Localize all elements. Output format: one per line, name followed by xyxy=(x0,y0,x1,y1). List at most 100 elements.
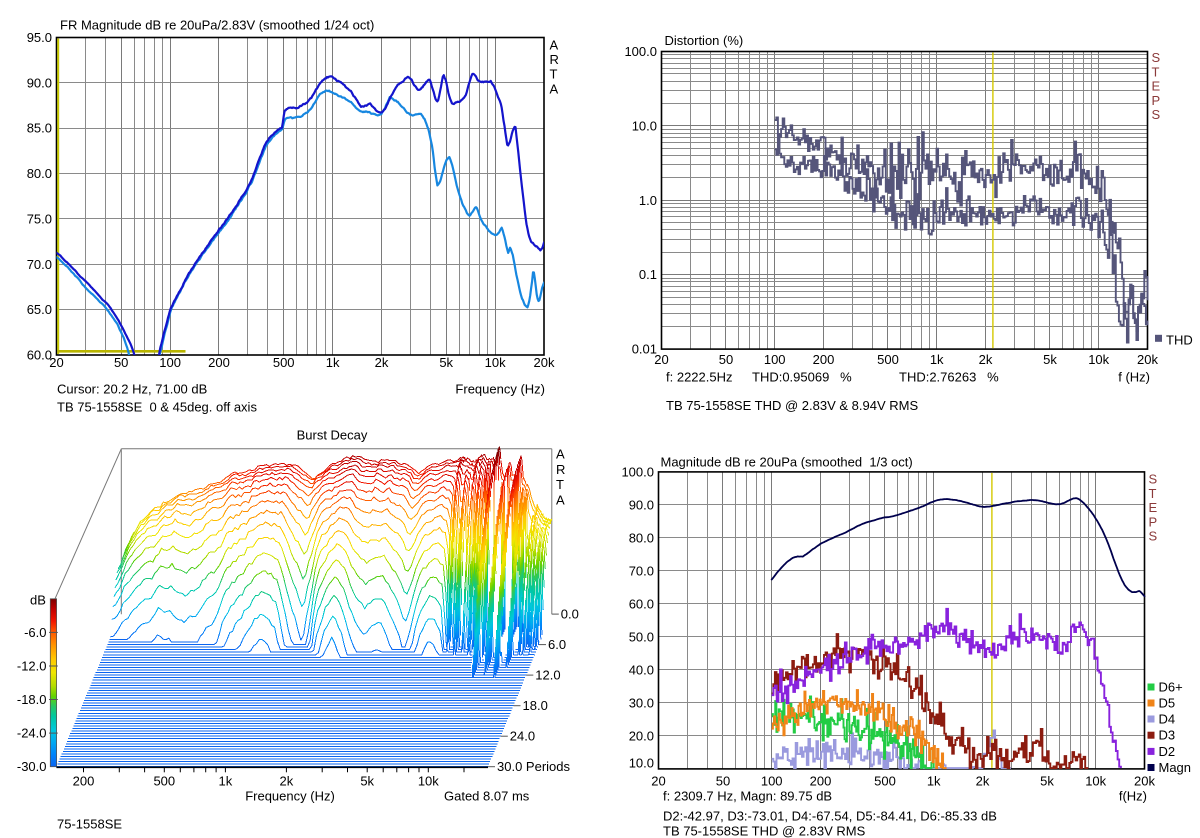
svg-text:S: S xyxy=(1149,472,1158,487)
svg-text:THD:0.95069 %: THD:0.95069 % xyxy=(752,370,852,385)
svg-text:85.0: 85.0 xyxy=(27,121,52,136)
svg-text:6.0: 6.0 xyxy=(548,637,566,652)
svg-text:A: A xyxy=(556,447,565,462)
svg-text:90.0: 90.0 xyxy=(629,497,654,512)
svg-text:20: 20 xyxy=(49,355,63,370)
svg-text:60.0: 60.0 xyxy=(629,596,654,611)
svg-text:60.0: 60.0 xyxy=(27,348,52,363)
svg-text:20k: 20k xyxy=(1137,352,1158,367)
svg-text:5k: 5k xyxy=(439,355,453,370)
svg-text:dB: dB xyxy=(30,593,46,608)
svg-text:A: A xyxy=(550,81,559,96)
svg-text:65.0: 65.0 xyxy=(27,302,52,317)
svg-text:50: 50 xyxy=(719,352,733,367)
svg-text:18.0: 18.0 xyxy=(523,698,548,713)
svg-text:D2:-42.97, D3:-73.01, D4:-67.5: D2:-42.97, D3:-73.01, D4:-67.54, D5:-84.… xyxy=(663,809,997,824)
svg-text:T: T xyxy=(550,67,558,82)
svg-text:-24.0: -24.0 xyxy=(17,726,47,741)
svg-text:75-1558SE: 75-1558SE xyxy=(57,817,122,832)
svg-text:10k: 10k xyxy=(1088,352,1109,367)
svg-text:500: 500 xyxy=(874,774,896,789)
svg-text:-30.0: -30.0 xyxy=(17,759,47,774)
svg-text:2k: 2k xyxy=(280,774,294,789)
svg-text:70.0: 70.0 xyxy=(629,563,654,578)
svg-text:5k: 5k xyxy=(1043,352,1057,367)
svg-text:500: 500 xyxy=(877,352,899,367)
svg-text:Frequency (Hz): Frequency (Hz) xyxy=(455,382,545,397)
svg-text:2k: 2k xyxy=(979,352,993,367)
svg-text:D4: D4 xyxy=(1159,712,1176,727)
svg-text:0.01: 0.01 xyxy=(632,342,657,357)
svg-text:200: 200 xyxy=(810,774,832,789)
svg-text:D2: D2 xyxy=(1159,744,1176,759)
svg-text:100.0: 100.0 xyxy=(621,464,654,479)
svg-text:90.0: 90.0 xyxy=(27,75,52,90)
svg-text:-6.0: -6.0 xyxy=(24,625,46,640)
svg-text:2k: 2k xyxy=(375,355,389,370)
svg-text:f (Hz): f (Hz) xyxy=(1118,370,1150,385)
svg-text:S: S xyxy=(1149,529,1158,544)
svg-text:10.0: 10.0 xyxy=(629,756,654,771)
svg-text:5k: 5k xyxy=(1040,774,1054,789)
svg-text:A: A xyxy=(550,38,559,53)
svg-text:75.0: 75.0 xyxy=(27,211,52,226)
svg-text:5k: 5k xyxy=(360,774,374,789)
svg-text:THD:2.76263 %: THD:2.76263 % xyxy=(899,370,999,385)
svg-text:100: 100 xyxy=(764,352,786,367)
svg-text:E: E xyxy=(1149,500,1158,515)
svg-text:10k: 10k xyxy=(485,355,506,370)
svg-text:-12.0: -12.0 xyxy=(17,659,47,674)
svg-text:Gated 8.07 ms: Gated 8.07 ms xyxy=(444,789,530,804)
svg-text:95.0: 95.0 xyxy=(27,30,52,45)
svg-text:20k: 20k xyxy=(534,355,555,370)
svg-text:10k: 10k xyxy=(1085,774,1106,789)
svg-text:Magnitude dB re 20uPa (smoothe: Magnitude dB re 20uPa (smoothed 1/3 oct) xyxy=(661,455,913,470)
svg-text:30.0: 30.0 xyxy=(629,695,654,710)
svg-text:20.0: 20.0 xyxy=(629,728,654,743)
svg-text:100: 100 xyxy=(159,355,181,370)
svg-text:T: T xyxy=(556,477,564,492)
svg-text:0.1: 0.1 xyxy=(639,267,657,282)
svg-text:P: P xyxy=(1149,514,1158,529)
svg-text:P: P xyxy=(1152,93,1161,108)
svg-text:f: 2309.7 Hz, Magn: 89.75 dB: f: 2309.7 Hz, Magn: 89.75 dB xyxy=(663,789,832,804)
svg-text:T: T xyxy=(1152,64,1160,79)
svg-text:30.0 Periods: 30.0 Periods xyxy=(497,759,570,774)
svg-text:12.0: 12.0 xyxy=(535,668,560,683)
svg-text:Distortion (%): Distortion (%) xyxy=(665,33,744,48)
svg-text:Burst Decay: Burst Decay xyxy=(297,428,368,443)
svg-text:70.0: 70.0 xyxy=(27,257,52,272)
svg-text:f(Hz): f(Hz) xyxy=(1119,789,1147,804)
svg-text:500: 500 xyxy=(153,774,175,789)
svg-text:Cursor: 20.2 Hz, 71.00 dB: Cursor: 20.2 Hz, 71.00 dB xyxy=(57,382,207,397)
svg-text:200: 200 xyxy=(813,352,835,367)
svg-text:TB 75-1558SE 0 & 45deg. off a: TB 75-1558SE 0 & 45deg. off axis xyxy=(57,400,257,415)
svg-text:20: 20 xyxy=(651,774,665,789)
svg-text:24.0: 24.0 xyxy=(510,729,535,744)
svg-text:T: T xyxy=(1149,486,1157,501)
svg-text:Magn: Magn xyxy=(1159,760,1192,775)
svg-text:TB 75-1558SE THD @ 2.83V & 8.9: TB 75-1558SE THD @ 2.83V & 8.94V RMS xyxy=(666,398,918,413)
svg-text:200: 200 xyxy=(73,774,95,789)
svg-text:Frequency (Hz): Frequency (Hz) xyxy=(245,789,335,804)
svg-text:f: 2222.5Hz: f: 2222.5Hz xyxy=(666,370,733,385)
svg-text:100.0: 100.0 xyxy=(624,44,657,59)
svg-text:S: S xyxy=(1152,107,1161,122)
svg-text:D3: D3 xyxy=(1159,728,1176,743)
svg-text:200: 200 xyxy=(208,355,230,370)
svg-text:A: A xyxy=(556,492,565,507)
svg-text:E: E xyxy=(1152,79,1161,94)
svg-text:R: R xyxy=(550,52,559,67)
svg-text:D5: D5 xyxy=(1159,696,1176,711)
svg-text:FR Magnitude dB re 20uPa/2.83V: FR Magnitude dB re 20uPa/2.83V (smoothed… xyxy=(60,18,374,33)
svg-text:50: 50 xyxy=(114,355,128,370)
svg-text:50.0: 50.0 xyxy=(629,629,654,644)
svg-text:2k: 2k xyxy=(976,774,990,789)
svg-text:20: 20 xyxy=(654,352,668,367)
svg-text:1k: 1k xyxy=(930,352,944,367)
svg-text:-18.0: -18.0 xyxy=(17,692,47,707)
svg-text:500: 500 xyxy=(273,355,295,370)
svg-text:1.0: 1.0 xyxy=(639,193,657,208)
svg-text:0.0: 0.0 xyxy=(561,607,579,622)
svg-text:80.0: 80.0 xyxy=(27,166,52,181)
